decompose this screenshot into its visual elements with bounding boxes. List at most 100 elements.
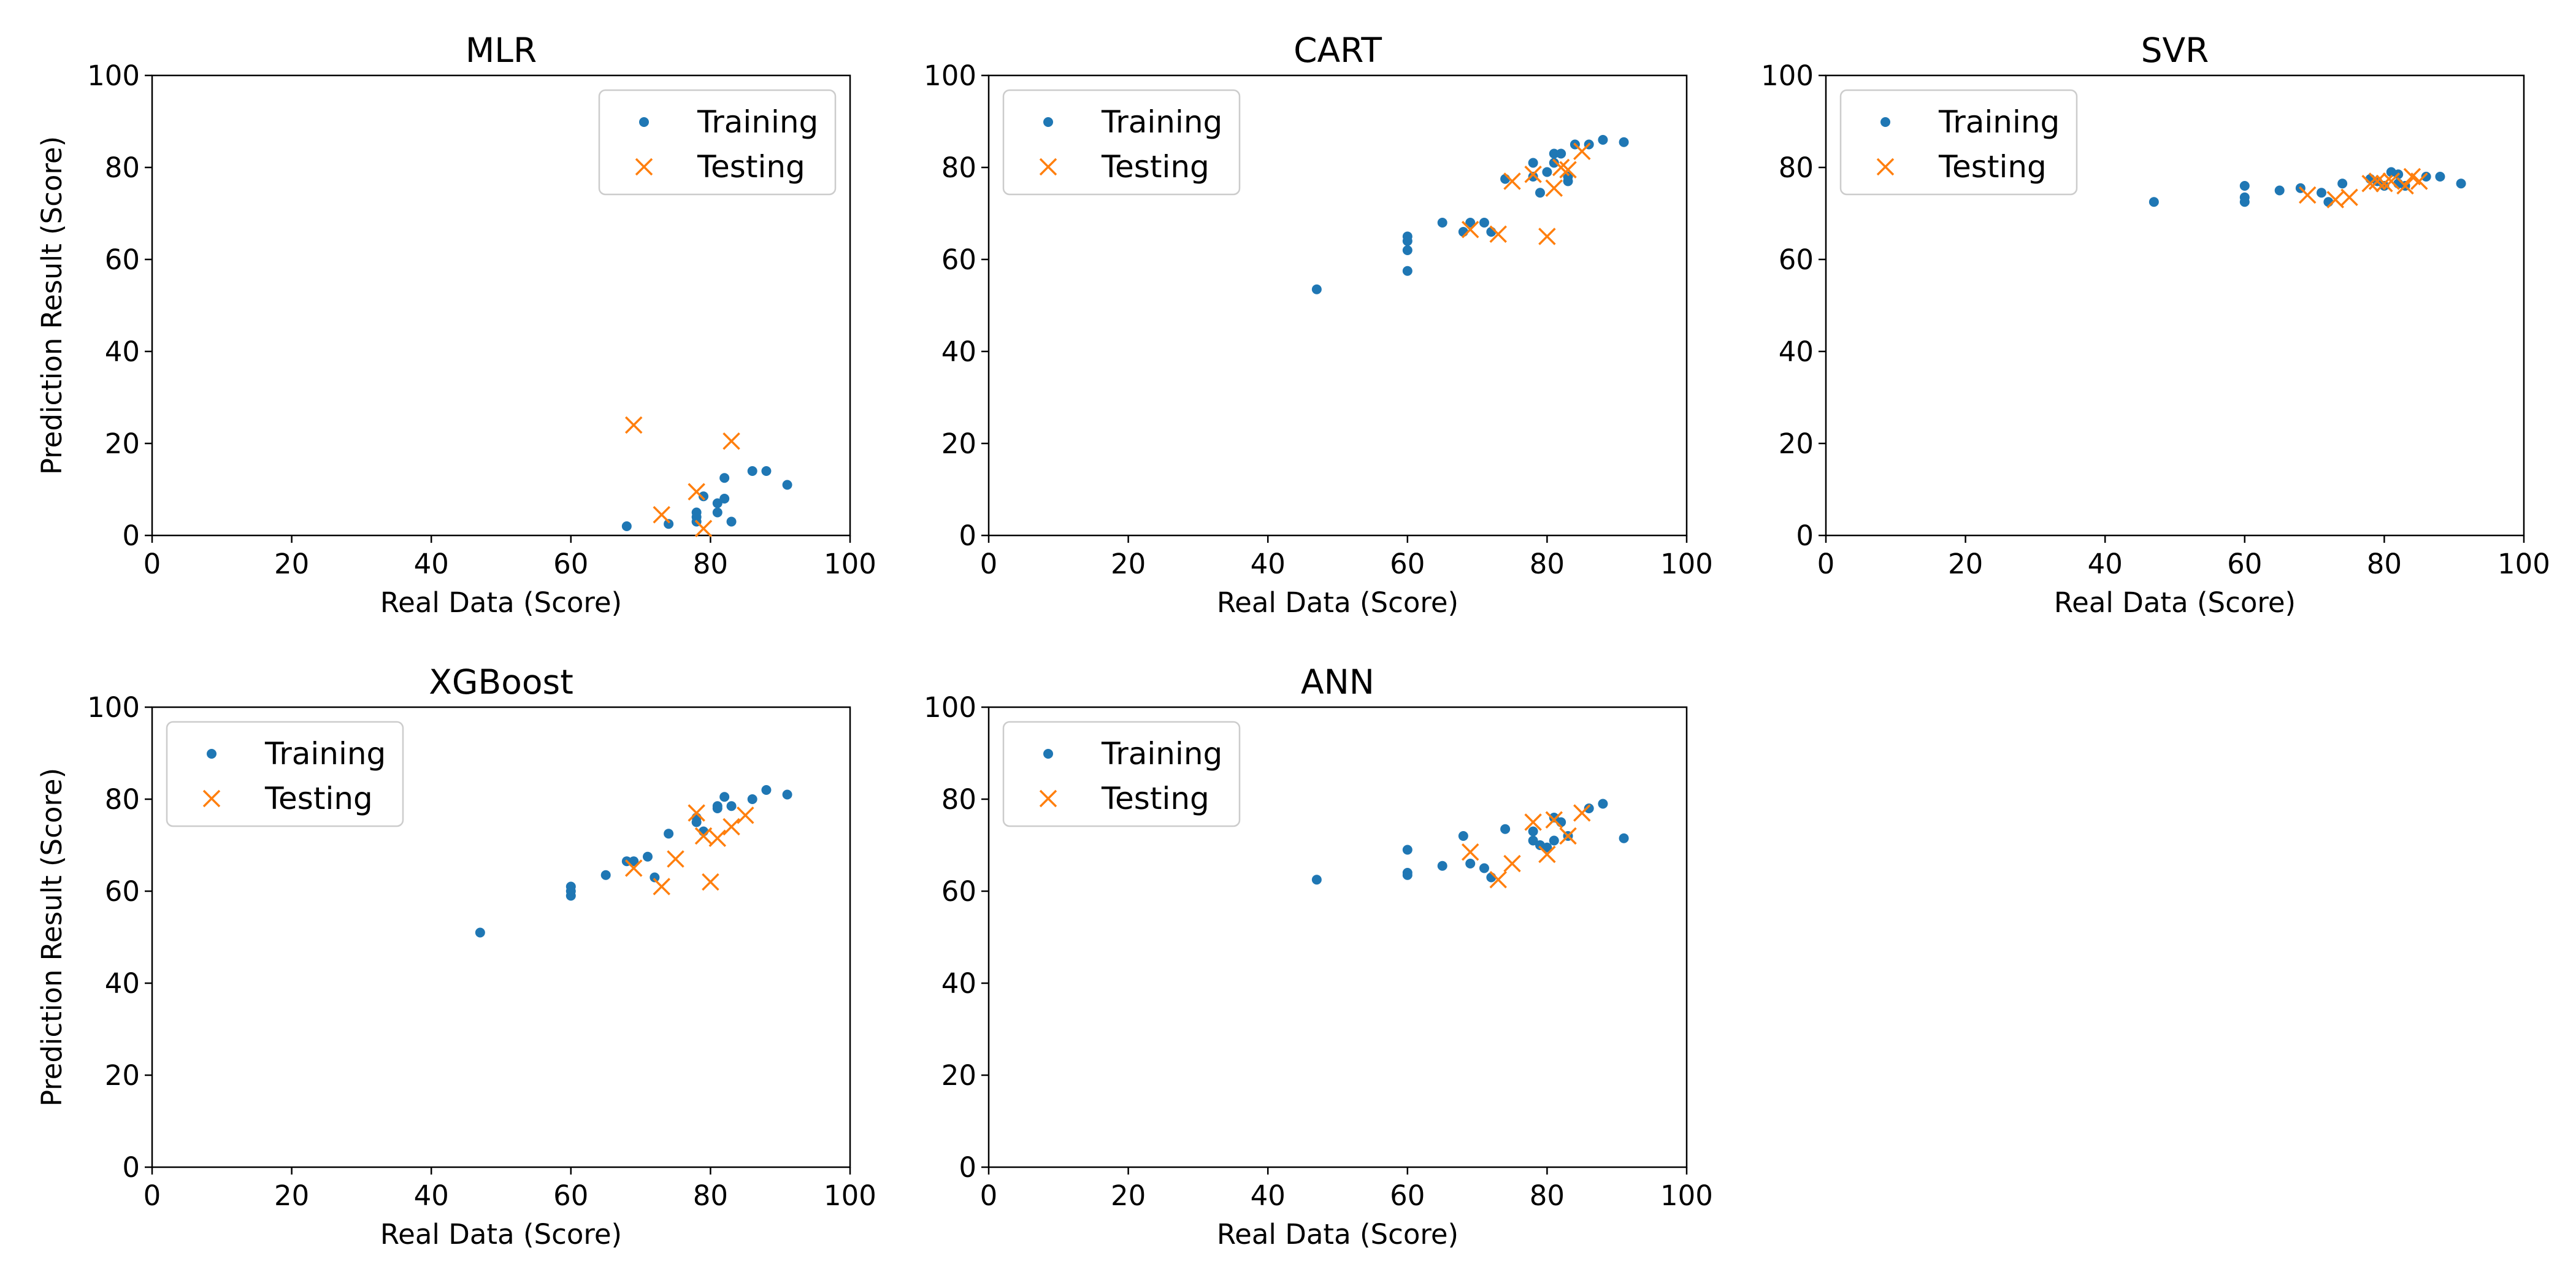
training-point	[621, 521, 632, 531]
y-tick-label: 20	[941, 427, 976, 460]
training-point	[1549, 158, 1559, 168]
x-tick-label: 100	[2497, 548, 2550, 580]
testing-point	[2326, 191, 2344, 209]
training-point	[1528, 835, 1538, 846]
subplot-ann: ANN 0 20 40 60 80 100 0 20 40 60 80 100 Real Data (Sc…	[924, 662, 1713, 1251]
testing-point	[653, 878, 670, 895]
x-tick-label: 60	[1390, 548, 1425, 580]
x-tick-label: 0	[144, 1179, 161, 1212]
x-tick-label: 0	[980, 1179, 998, 1212]
testing-point	[667, 850, 684, 868]
legend-testing-marker	[635, 158, 653, 176]
y-tick-label: 0	[959, 1151, 976, 1184]
x-tick-label: 40	[414, 1179, 449, 1212]
legend: Training Testing	[1002, 89, 1241, 196]
x-tick-label: 80	[1530, 1179, 1565, 1212]
training-point	[1598, 799, 1608, 809]
y-axis-label: Prediction Result (Score)	[36, 136, 68, 475]
legend-training-marker	[639, 117, 649, 127]
x-tick-label: 60	[2227, 548, 2262, 580]
legend-training-marker	[1043, 749, 1053, 759]
testing-point	[1489, 871, 1507, 889]
y-tick-label: 60	[941, 875, 976, 908]
testing-point	[2410, 172, 2428, 190]
x-tick-label: 40	[414, 548, 449, 580]
testing-point	[702, 873, 719, 891]
x-tick-label: 80	[2367, 548, 2402, 580]
y-tick-label: 60	[941, 243, 976, 276]
testing-point	[1503, 172, 1521, 190]
legend-testing-marker	[1039, 789, 1057, 808]
y-tick-label: 60	[1779, 243, 1814, 276]
training-point	[1556, 148, 1566, 159]
subplot-mlr: MLR 0 20 40 60 80 100 0 20 40 60 80 100 Real Data (Sc…	[36, 31, 876, 619]
y-tick-label: 60	[105, 243, 140, 276]
training-point	[1437, 861, 1447, 871]
x-axis-label: Real Data (Score)	[1217, 1218, 1459, 1251]
y-tick-label: 80	[941, 151, 976, 184]
legend: Training Testing	[1002, 721, 1241, 827]
legend-training-marker	[1880, 117, 1890, 127]
y-tick-label: 40	[105, 335, 140, 368]
x-tick-label: 40	[1251, 1179, 1286, 1212]
legend: Training Testing	[166, 721, 404, 827]
training-point	[1619, 137, 1629, 147]
y-tick-label: 0	[959, 519, 976, 552]
testing-point	[723, 818, 740, 836]
training-point	[1598, 135, 1608, 145]
chart-title: ANN	[1301, 662, 1374, 702]
training-point	[747, 794, 757, 804]
testing-point	[1538, 228, 1556, 245]
legend-label: Testing	[1938, 149, 2047, 185]
training-point	[691, 507, 702, 518]
testing-point	[1503, 854, 1521, 873]
y-tick-label: 100	[87, 691, 140, 724]
testing-point	[624, 859, 643, 877]
training-point	[1479, 218, 1489, 228]
testing-point	[1524, 166, 1542, 183]
legend-box	[1002, 89, 1241, 196]
legend-label: Training	[1938, 104, 2060, 140]
y-tick-label: 100	[924, 59, 976, 92]
series-testing	[624, 804, 754, 895]
testing-point	[2396, 177, 2414, 195]
x-tick-label: 20	[1111, 548, 1146, 580]
training-point	[1458, 831, 1468, 841]
testing-point	[1538, 845, 1556, 864]
training-point	[2337, 178, 2348, 189]
testing-point	[2340, 188, 2358, 206]
training-point	[1465, 218, 1476, 228]
y-tick-label: 0	[1796, 519, 1814, 552]
subplot-cart: CART 0 20 40 60 80 100 0 20 40 60 80 100 Real Data (S…	[924, 31, 1713, 619]
legend-training-marker	[207, 749, 217, 759]
x-tick-label: 20	[274, 1179, 309, 1212]
subplot-svr: SVR 0 20 40 60 80 100 0 20 40 60 80 100 Real Data (Sc…	[1761, 31, 2550, 619]
chart-title: XGBoost	[429, 662, 573, 702]
legend-label: Testing	[264, 781, 373, 816]
y-tick-label: 0	[122, 519, 140, 552]
x-tick-label: 60	[1390, 1179, 1425, 1212]
training-point	[712, 801, 723, 811]
x-tick-label: 100	[1660, 548, 1713, 580]
legend-label: Training	[1101, 104, 1222, 140]
y-tick-label: 40	[941, 967, 976, 1000]
x-tick-label: 80	[693, 1179, 728, 1212]
legend-box	[166, 721, 404, 827]
x-tick-label: 60	[553, 1179, 588, 1212]
training-point	[2316, 188, 2326, 198]
training-point	[565, 881, 576, 892]
legend-label: Testing	[1101, 149, 1209, 185]
y-tick-label: 100	[87, 59, 140, 92]
x-tick-label: 100	[824, 548, 876, 580]
x-tick-label: 0	[144, 548, 161, 580]
training-point	[1500, 824, 1511, 834]
training-point	[761, 466, 772, 476]
plot-frame	[987, 74, 1688, 537]
training-point	[664, 519, 674, 529]
training-point	[1549, 813, 1559, 822]
training-point	[1542, 842, 1552, 853]
x-tick-label: 40	[2088, 548, 2123, 580]
legend-label: Training	[1101, 736, 1222, 772]
testing-point	[2382, 172, 2401, 190]
